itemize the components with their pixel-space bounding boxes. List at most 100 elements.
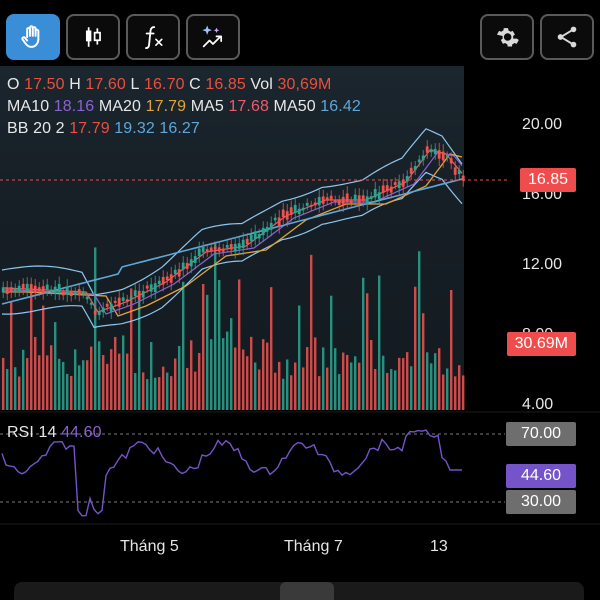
ma5-value: 17.68 <box>228 98 269 115</box>
volume-bar <box>374 369 377 410</box>
volume-bar <box>110 349 113 410</box>
volume-bar <box>386 372 389 410</box>
candle-body <box>261 227 265 236</box>
share-button[interactable] <box>540 14 594 60</box>
bb-legend: BB 20 2 17.79 19.32 16.27 <box>7 120 200 138</box>
volume-bar <box>322 347 325 410</box>
candle-body <box>193 256 197 263</box>
candle-body <box>449 158 453 164</box>
ma20-label: MA20 <box>98 98 142 115</box>
volume-bar <box>198 352 201 410</box>
volume-bar <box>226 331 229 410</box>
volume-bar <box>90 346 93 410</box>
rsi-value: 44.60 <box>61 424 102 441</box>
chart-canvas[interactable] <box>0 66 600 600</box>
low-label: L <box>130 76 140 93</box>
price-axis-label: 12.00 <box>522 256 563 273</box>
volume-bar <box>318 376 321 410</box>
volume-bar <box>354 356 357 410</box>
candle-body <box>49 289 53 292</box>
timeframe-selected[interactable] <box>280 582 334 600</box>
candle-body <box>145 285 149 289</box>
time-axis-label: Tháng 7 <box>284 538 343 555</box>
candle-body <box>269 222 273 230</box>
candlestick-tool-button[interactable] <box>66 14 120 60</box>
ma20-value: 17.79 <box>145 98 187 115</box>
candlestick-icon <box>85 27 101 47</box>
settings-button[interactable] <box>480 14 534 60</box>
volume-bar <box>30 290 33 410</box>
current-price-tag: 16.85 <box>519 168 576 192</box>
volume-bar <box>250 336 253 410</box>
candle-body <box>117 297 121 307</box>
volume-bar <box>234 347 237 410</box>
candle-body <box>241 239 245 249</box>
candle-body <box>37 287 41 292</box>
volume-bar <box>294 362 297 410</box>
candle-body <box>153 283 157 293</box>
volume-bar <box>138 296 141 410</box>
ohlc-legend: O 17.50 H 17.60 L 16.70 C 16.85 Vol 30,6… <box>7 76 331 94</box>
volume-bar <box>406 352 409 410</box>
gear-icon <box>496 28 519 47</box>
candle-body <box>217 247 221 252</box>
volume-bar <box>350 362 353 410</box>
candle-body <box>33 285 37 293</box>
candle-body <box>385 185 389 192</box>
candle-body <box>141 290 145 298</box>
price-axis-label: 4.00 <box>522 396 554 413</box>
volume-bar <box>126 353 129 410</box>
stock-chart[interactable]: O 17.50 H 17.60 L 16.70 C 16.85 Vol 30,6… <box>0 66 600 600</box>
candle-body <box>53 286 57 294</box>
volume-bar <box>262 339 265 410</box>
ai-tool-button[interactable] <box>186 14 240 60</box>
volume-bar <box>346 354 349 410</box>
candle-body <box>413 166 417 171</box>
volume-bar <box>310 254 313 410</box>
candle-body <box>437 150 441 159</box>
bb-label: BB 20 2 <box>7 120 65 137</box>
timeframe-bar[interactable] <box>14 582 584 600</box>
volume-bar <box>74 349 77 410</box>
rsi-label: RSI 14 <box>7 424 57 441</box>
volume-tag: 30.69M <box>506 332 576 356</box>
volume-bar <box>426 352 429 410</box>
volume-bar <box>382 355 385 410</box>
volume-bar <box>78 365 81 410</box>
candle-body <box>453 167 457 175</box>
candle-body <box>29 284 33 292</box>
volume-bar <box>314 337 317 410</box>
volume-bar <box>394 370 397 410</box>
volume-bar <box>206 294 209 410</box>
candle-body <box>81 291 85 295</box>
candle-body <box>305 202 309 206</box>
time-axis-label: Tháng 5 <box>120 538 179 555</box>
candle-body <box>137 290 141 300</box>
bb-mid-value: 17.79 <box>69 120 110 137</box>
ma50-value: 16.42 <box>320 98 361 115</box>
function-tool-button[interactable] <box>126 14 180 60</box>
hand-tool-button[interactable] <box>6 14 60 60</box>
candle-body <box>337 200 341 205</box>
volume-bar <box>414 286 417 410</box>
volume-bar <box>14 367 17 410</box>
volume-bar <box>166 372 169 410</box>
candle-body <box>421 155 425 161</box>
candle-body <box>17 285 21 292</box>
volume-bar <box>434 353 437 410</box>
volume-label: Vol <box>250 76 273 93</box>
candle-body <box>273 217 277 221</box>
volume-bar <box>282 378 285 410</box>
candle-body <box>185 262 189 269</box>
candle-body <box>401 179 405 187</box>
open-label: O <box>7 76 20 93</box>
ma50-label: MA50 <box>273 98 316 115</box>
candle-body <box>57 283 61 293</box>
volume-bar <box>18 376 21 410</box>
ma10-value: 18.16 <box>53 98 95 115</box>
volume-bar <box>134 373 137 410</box>
candle-body <box>201 247 205 253</box>
candle-body <box>353 194 357 201</box>
candle-body <box>1 287 5 293</box>
volume-bar <box>302 367 305 410</box>
